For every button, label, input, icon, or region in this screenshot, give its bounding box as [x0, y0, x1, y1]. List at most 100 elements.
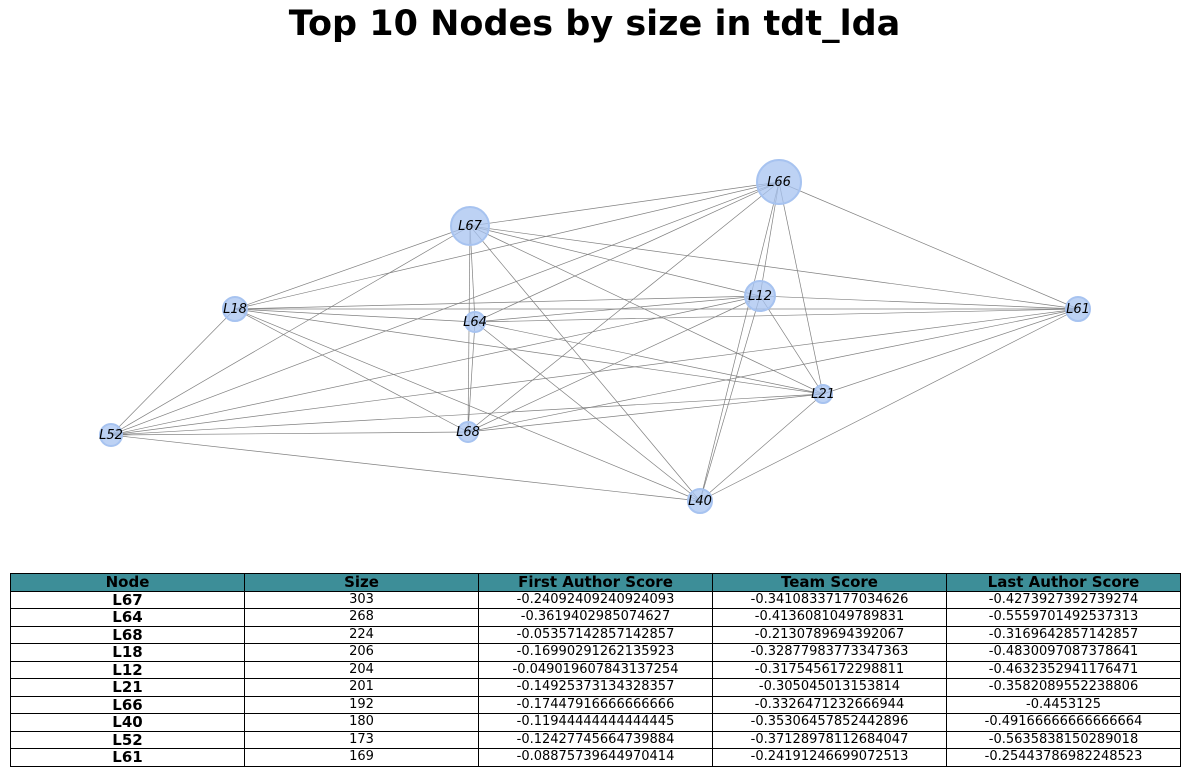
edge-L52-L61 — [110, 308, 1079, 436]
edge-L64-L61 — [474, 308, 1079, 323]
cell-node: L61 — [10, 748, 245, 767]
table-row: L67 303 -0.24092409240924093 -0.34108337… — [10, 590, 1181, 609]
edges-layer — [110, 181, 1079, 502]
cell-node: L52 — [10, 730, 245, 749]
cell-last-author-score: -0.25443786982248523 — [946, 748, 1181, 767]
node-circle — [457, 421, 479, 443]
cell-size: 169 — [244, 748, 479, 767]
node-label: L67 — [458, 219, 483, 234]
node-label: L64 — [463, 315, 487, 330]
edge-L52-L40 — [110, 434, 701, 502]
node-circle — [222, 296, 248, 322]
cell-node: L66 — [10, 695, 245, 714]
node-l12: L12 — [744, 280, 776, 312]
cell-size: 192 — [244, 695, 479, 714]
cell-team-score: -0.24191246699072513 — [712, 748, 947, 767]
edge-L67-L52 — [110, 225, 471, 436]
cell-size: 204 — [244, 660, 479, 679]
cell-first-author-score: -0.12427745664739884 — [478, 730, 713, 749]
table-row: L64 268 -0.3619402985074627 -0.413608104… — [10, 608, 1181, 627]
edge-L21-L40 — [699, 393, 824, 502]
column-header-first-author-score: First Author Score — [478, 573, 713, 592]
node-l18: L18 — [222, 296, 248, 322]
node-l52: L52 — [99, 423, 123, 447]
node-label: L18 — [223, 302, 247, 317]
table-row: L61 169 -0.08875739644970414 -0.24191246… — [10, 748, 1181, 767]
table-row: L68 224 -0.05357142857142857 -0.21307896… — [10, 625, 1181, 644]
column-header-size: Size — [244, 573, 479, 592]
cell-last-author-score: -0.3169642857142857 — [946, 625, 1181, 644]
cell-last-author-score: -0.3582089552238806 — [946, 678, 1181, 697]
edge-L21-L61 — [822, 308, 1079, 395]
node-label: L66 — [767, 175, 791, 190]
node-score-table: Node Size First Author Score Team Score … — [10, 573, 1181, 767]
edge-L52-L21 — [110, 393, 824, 436]
cell-first-author-score: -0.05357142857142857 — [478, 625, 713, 644]
cell-team-score: -0.35306457852442896 — [712, 713, 947, 732]
cell-first-author-score: -0.17447916666666666 — [478, 695, 713, 714]
edge-L67-L40 — [469, 225, 701, 502]
cell-last-author-score: -0.4273927392739274 — [946, 590, 1181, 609]
edge-L66-L61 — [778, 181, 1079, 310]
cell-node: L21 — [10, 678, 245, 697]
edge-L68-L21 — [467, 393, 824, 433]
edge-L67-L12 — [469, 225, 761, 297]
cell-node: L18 — [10, 643, 245, 662]
cell-node: L67 — [10, 590, 245, 609]
edge-L66-L18 — [234, 181, 780, 310]
edge-L12-L68 — [467, 295, 761, 433]
node-label: L68 — [456, 425, 480, 440]
node-circle — [99, 423, 123, 447]
cell-size: 224 — [244, 625, 479, 644]
table-row: L18 206 -0.16990291262135923 -0.32877983… — [10, 643, 1181, 662]
table-row: L21 201 -0.14925373134328357 -0.30504501… — [10, 678, 1181, 697]
node-circle — [1065, 296, 1091, 322]
node-label: L40 — [688, 494, 712, 509]
cell-team-score: -0.3175456172298811 — [712, 660, 947, 679]
node-l64: L64 — [463, 311, 487, 333]
edge-L66-L52 — [110, 181, 780, 436]
node-label: L52 — [99, 428, 123, 443]
cell-team-score: -0.37128978112684047 — [712, 730, 947, 749]
cell-first-author-score: -0.08875739644970414 — [478, 748, 713, 767]
table-row: L66 192 -0.17447916666666666 -0.33264712… — [10, 695, 1181, 714]
cell-last-author-score: -0.49166666666666664 — [946, 713, 1181, 732]
cell-last-author-score: -0.4453125 — [946, 695, 1181, 714]
edge-L18-L68 — [234, 308, 469, 433]
cell-node: L12 — [10, 660, 245, 679]
node-label: L12 — [748, 289, 772, 304]
cell-size: 303 — [244, 590, 479, 609]
cell-first-author-score: -0.049019607843137254 — [478, 660, 713, 679]
edge-L18-L12 — [234, 295, 761, 310]
edge-L64-L12 — [474, 295, 761, 323]
cell-node: L64 — [10, 608, 245, 627]
nodes-layer: L67 L64 L68 L18 L12 L21 L66 L40 L52 L61 — [99, 159, 1091, 514]
node-circle — [813, 384, 833, 404]
edge-L12-L21 — [759, 295, 824, 395]
cell-first-author-score: -0.14925373134328357 — [478, 678, 713, 697]
column-header-node: Node — [10, 573, 245, 592]
node-l40: L40 — [687, 488, 713, 514]
node-l68: L68 — [456, 421, 480, 443]
cell-last-author-score: -0.5635838150289018 — [946, 730, 1181, 749]
table-row: L12 204 -0.049019607843137254 -0.3175456… — [10, 660, 1181, 679]
edge-L18-L40 — [234, 308, 701, 502]
node-circle — [756, 159, 802, 205]
cell-size: 206 — [244, 643, 479, 662]
cell-team-score: -0.34108337177034626 — [712, 590, 947, 609]
cell-first-author-score: -0.24092409240924093 — [478, 590, 713, 609]
cell-team-score: -0.3326471232666944 — [712, 695, 947, 714]
cell-size: 201 — [244, 678, 479, 697]
edge-L67-L21 — [469, 225, 824, 395]
cell-first-author-score: -0.16990291262135923 — [478, 643, 713, 662]
cell-last-author-score: -0.4632352941176471 — [946, 660, 1181, 679]
node-l61: L61 — [1065, 296, 1091, 322]
cell-size: 268 — [244, 608, 479, 627]
cell-size: 173 — [244, 730, 479, 749]
cell-team-score: -0.32877983773347363 — [712, 643, 947, 662]
cell-node: L68 — [10, 625, 245, 644]
node-circle — [744, 280, 776, 312]
cell-last-author-score: -0.4830097087378641 — [946, 643, 1181, 662]
cell-team-score: -0.2130789694392067 — [712, 625, 947, 644]
node-l21: L21 — [811, 384, 835, 404]
